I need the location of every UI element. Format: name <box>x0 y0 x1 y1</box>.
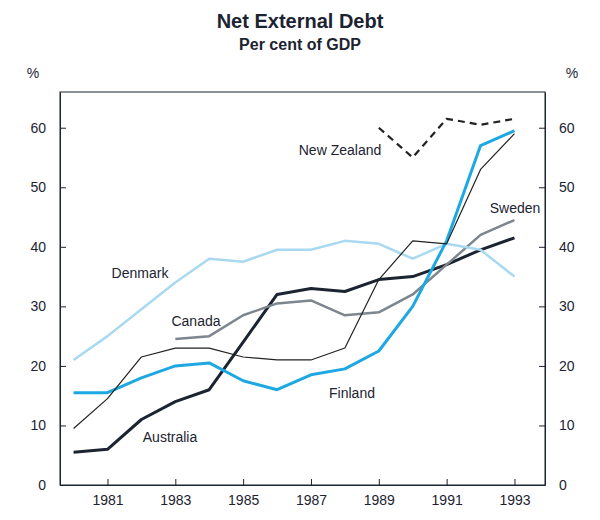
series-label: Australia <box>143 429 198 445</box>
tick-label: 20 <box>559 358 575 374</box>
y-axis-title: % <box>27 65 39 81</box>
tick: 1991 <box>432 479 463 508</box>
series-label: Canada <box>171 313 220 329</box>
tick-mark <box>539 485 545 486</box>
tick-label: 50 <box>559 179 575 195</box>
tick-mark <box>60 485 66 486</box>
title: Net External Debt <box>217 10 384 32</box>
tick-mark <box>60 247 66 248</box>
tick-label: 0 <box>559 477 567 493</box>
tick-mark <box>60 187 66 188</box>
subtitle: Per cent of GDP <box>239 36 361 53</box>
tick-label: 1981 <box>92 492 123 508</box>
tick: 0 <box>539 477 567 493</box>
series-line <box>74 241 515 360</box>
tick-mark <box>243 479 244 485</box>
y2-axis-title: % <box>566 65 578 81</box>
y2-axis-line <box>545 93 546 486</box>
tick: 30 <box>539 298 575 314</box>
tick: 1985 <box>228 479 259 508</box>
series-line <box>175 220 514 339</box>
tick-mark <box>539 187 545 188</box>
series-lines <box>74 119 515 452</box>
tick-label: 40 <box>559 239 575 255</box>
series-label: New Zealand <box>299 142 382 158</box>
tick-label: 1983 <box>160 492 191 508</box>
tick-mark <box>60 128 66 129</box>
tick: 20 <box>539 358 575 374</box>
tick: 20 <box>30 358 66 374</box>
tick: 10 <box>30 417 66 433</box>
y-axis: 0 10 20 30 40 50 60 <box>30 93 66 493</box>
tick-mark <box>311 479 312 485</box>
tick: 50 <box>30 179 66 195</box>
x-axis-line <box>61 485 546 486</box>
plot-frame <box>60 92 545 485</box>
tick-mark <box>60 306 66 307</box>
tick: 10 <box>539 417 575 433</box>
tick: 1989 <box>364 479 395 508</box>
tick-label: 40 <box>30 239 46 255</box>
tick: 40 <box>539 239 575 255</box>
tick: 40 <box>30 239 66 255</box>
y2-axis: 0 10 20 30 40 50 60 <box>539 93 575 493</box>
tick-mark <box>539 247 545 248</box>
tick-mark <box>539 425 545 426</box>
tick-label: 1991 <box>432 492 463 508</box>
tick-label: 10 <box>559 417 575 433</box>
tick-label: 30 <box>30 298 46 314</box>
series-line <box>74 131 515 393</box>
tick-mark <box>514 479 515 485</box>
tick-label: 1993 <box>499 492 530 508</box>
x-axis: 1981 1983 1985 1987 1989 1991 1993 <box>61 479 546 508</box>
tick-label: 20 <box>30 358 46 374</box>
series-label: Denmark <box>112 265 170 281</box>
tick-label: 30 <box>559 298 575 314</box>
tick-label: 60 <box>559 120 575 136</box>
tick: 60 <box>30 120 66 136</box>
plot: 1981 1983 1985 1987 1989 1991 1993 0 10 20 30 40 50 6… <box>30 92 574 508</box>
tick-mark <box>539 366 545 367</box>
tick-mark <box>60 366 66 367</box>
tick-mark <box>60 425 66 426</box>
y-axis-line <box>60 93 61 486</box>
series-line <box>74 134 515 429</box>
tick-label: 0 <box>38 477 46 493</box>
tick-label: 1987 <box>296 492 327 508</box>
tick: 60 <box>539 120 575 136</box>
series-label: Finland <box>329 385 375 401</box>
tick: 30 <box>30 298 66 314</box>
tick: 0 <box>38 477 66 493</box>
tick-label: 10 <box>30 417 46 433</box>
tick-label: 60 <box>30 120 46 136</box>
tick-label: 1989 <box>364 492 395 508</box>
tick: 1983 <box>160 479 191 508</box>
tick-mark <box>539 128 545 129</box>
series-line <box>379 119 515 158</box>
tick-mark <box>539 306 545 307</box>
tick: 1993 <box>499 479 530 508</box>
tick-label: 1985 <box>228 492 259 508</box>
series-label: Sweden <box>490 200 541 216</box>
series-line <box>74 238 515 452</box>
tick-mark <box>447 479 448 485</box>
tick-label: 50 <box>30 179 46 195</box>
tick-mark <box>379 479 380 485</box>
tick: 50 <box>539 179 575 195</box>
tick-mark <box>175 479 176 485</box>
chart: Net External Debt Per cent of GDP 1981 1983… <box>0 0 600 520</box>
tick: 1987 <box>296 479 327 508</box>
tick-mark <box>107 479 108 485</box>
tick: 1981 <box>92 479 123 508</box>
